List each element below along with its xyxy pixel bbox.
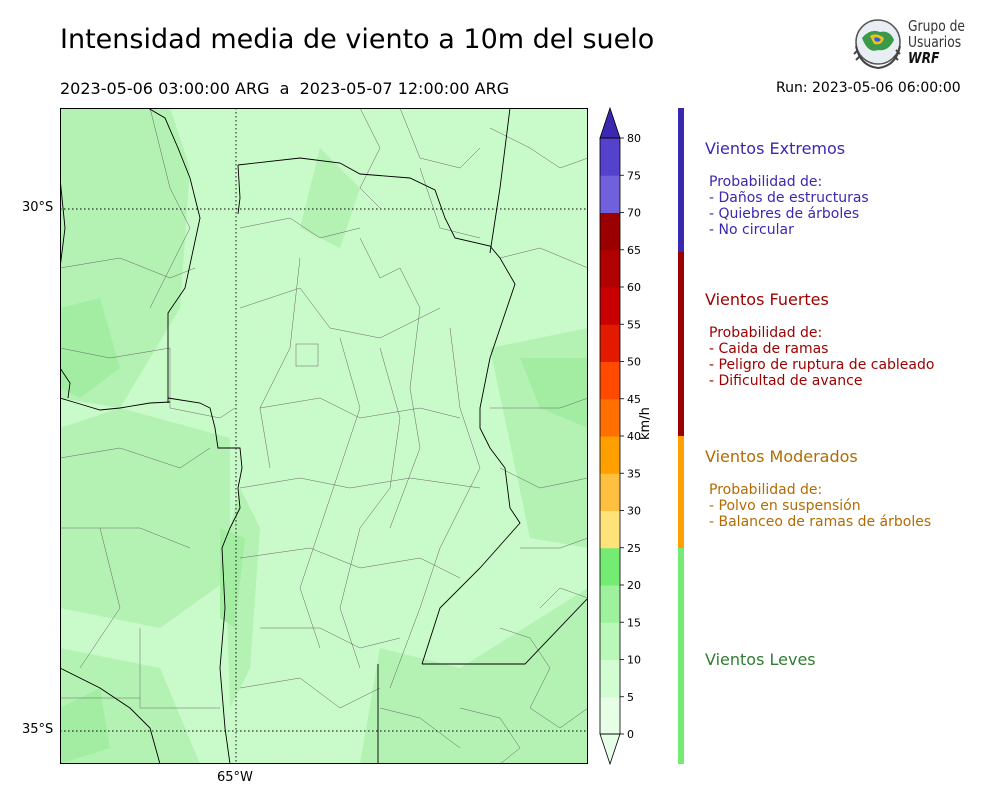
wind-field-patches-strong	[60, 298, 588, 764]
colorbar: 0 5 10 15 20 25 30 35 40 45 50 55 60 65 70 75 80	[599, 106, 641, 766]
colorbar-tick-label: 5	[627, 691, 634, 704]
colorbar-extend-max	[599, 106, 621, 139]
category-moderados: Vientos Moderados Probabilidad de: - Pol…	[705, 447, 931, 530]
colorbar-extend-min	[599, 733, 621, 766]
logo-line-3: WRF	[908, 49, 940, 67]
colorbar-bin	[600, 138, 620, 176]
category-title-moderados: Vientos Moderados	[705, 447, 858, 466]
desc-line: Probabilidad de:	[709, 482, 823, 498]
colorbar-bin	[600, 436, 620, 474]
chart-title: Intensidad media de viento a 10m del sue…	[60, 24, 655, 55]
colorbar-bin	[600, 510, 620, 549]
colorbar-tick-label: 15	[627, 616, 641, 629]
category-bar-moderados	[678, 436, 684, 548]
lon-label-65w: 65°W	[217, 770, 253, 785]
desc-line: - Quiebres de árboles	[709, 206, 860, 222]
category-bar-fuertes	[678, 252, 684, 436]
category-extremos: Vientos Extremos Probabilidad de: - Daño…	[705, 139, 869, 238]
map-frame	[60, 108, 588, 764]
desc-line: - Polvo en suspensión	[709, 498, 861, 514]
department-boundaries	[60, 108, 588, 764]
colorbar-tick-label: 80	[627, 132, 641, 145]
forecast-period: 2023-05-06 03:00:00 ARG a 2023-05-07 12:…	[60, 79, 510, 98]
graticule	[60, 108, 588, 764]
category-leves: Vientos Leves	[705, 650, 816, 669]
colorbar-tick-label: 70	[627, 207, 641, 220]
colorbar-bin	[600, 287, 620, 325]
colorbar-tick-label: 20	[627, 579, 641, 592]
globe-logo-icon	[853, 19, 901, 70]
colorbar-bin	[600, 361, 620, 400]
colorbar-tick-label: 35	[627, 467, 641, 480]
colorbar-tick-label: 45	[627, 393, 641, 406]
colorbar-tick-label: 50	[627, 356, 641, 369]
desc-line: Probabilidad de:	[709, 325, 823, 341]
desc-line: - Daños de estructuras	[709, 190, 869, 206]
category-title-fuertes: Vientos Fuertes	[705, 290, 829, 309]
colorbar-bin	[600, 398, 620, 437]
colorbar-bin	[600, 659, 620, 698]
colorbar-units: km/h	[638, 407, 653, 440]
colorbar-bin	[600, 473, 620, 511]
colorbar-tick-label: 40	[627, 430, 641, 443]
colorbar-tick-label: 25	[627, 542, 641, 555]
colorbar-bin	[600, 249, 620, 288]
grupo-wrf-logo: Grupo de Usuarios WRF	[848, 16, 978, 72]
colorbar-bin	[600, 212, 620, 251]
wind-map	[60, 108, 588, 764]
lat-label-30s: 30°S	[22, 200, 54, 215]
logo-text: Grupo de Usuarios WRF	[908, 18, 965, 66]
category-title-leves: Vientos Leves	[705, 650, 816, 669]
colorbar-tick-label: 60	[627, 281, 641, 294]
logo-line-2: Usuarios	[908, 33, 962, 51]
colorbar-bin	[600, 324, 620, 362]
desc-line: - Caida de ramas	[709, 341, 829, 357]
desc-line: - Dificultad de avance	[709, 373, 863, 389]
colorbar-tick-label: 75	[627, 169, 641, 182]
desc-line: - No circular	[709, 222, 794, 238]
province-boundaries	[60, 108, 588, 764]
desc-line: - Balanceo de ramas de árboles	[709, 514, 932, 530]
logo-line-1: Grupo de	[908, 17, 966, 35]
category-bar-leves	[678, 548, 684, 764]
category-desc-extremos: Probabilidad de: - Daños de estructuras …	[709, 174, 869, 238]
colorbar-tick-label: 30	[627, 505, 641, 518]
category-desc-fuertes: Probabilidad de: - Caida de ramas - Peli…	[709, 325, 934, 389]
colorbar-tick-label: 55	[627, 318, 641, 331]
colorbar-bin	[600, 585, 620, 623]
desc-line: Probabilidad de:	[709, 174, 823, 190]
colorbar-tick-label: 0	[627, 728, 634, 741]
colorbar-tick-label: 65	[627, 244, 641, 257]
category-desc-moderados: Probabilidad de: - Polvo en suspensión -…	[709, 482, 931, 530]
category-fuertes: Vientos Fuertes Probabilidad de: - Caida…	[705, 290, 934, 389]
category-title-extremos: Vientos Extremos	[705, 139, 846, 158]
colorbar-bin	[600, 547, 620, 586]
colorbar-bin	[600, 696, 620, 735]
colorbar-bin	[600, 175, 620, 213]
lat-label-35s: 35°S	[22, 722, 54, 737]
colorbar-tick-label: 10	[627, 654, 641, 667]
colorbar-bin	[600, 622, 620, 660]
desc-line: - Peligro de ruptura de cableado	[709, 357, 935, 373]
category-bar-extremos	[678, 108, 684, 252]
run-timestamp: Run: 2023-05-06 06:00:00	[776, 80, 961, 96]
